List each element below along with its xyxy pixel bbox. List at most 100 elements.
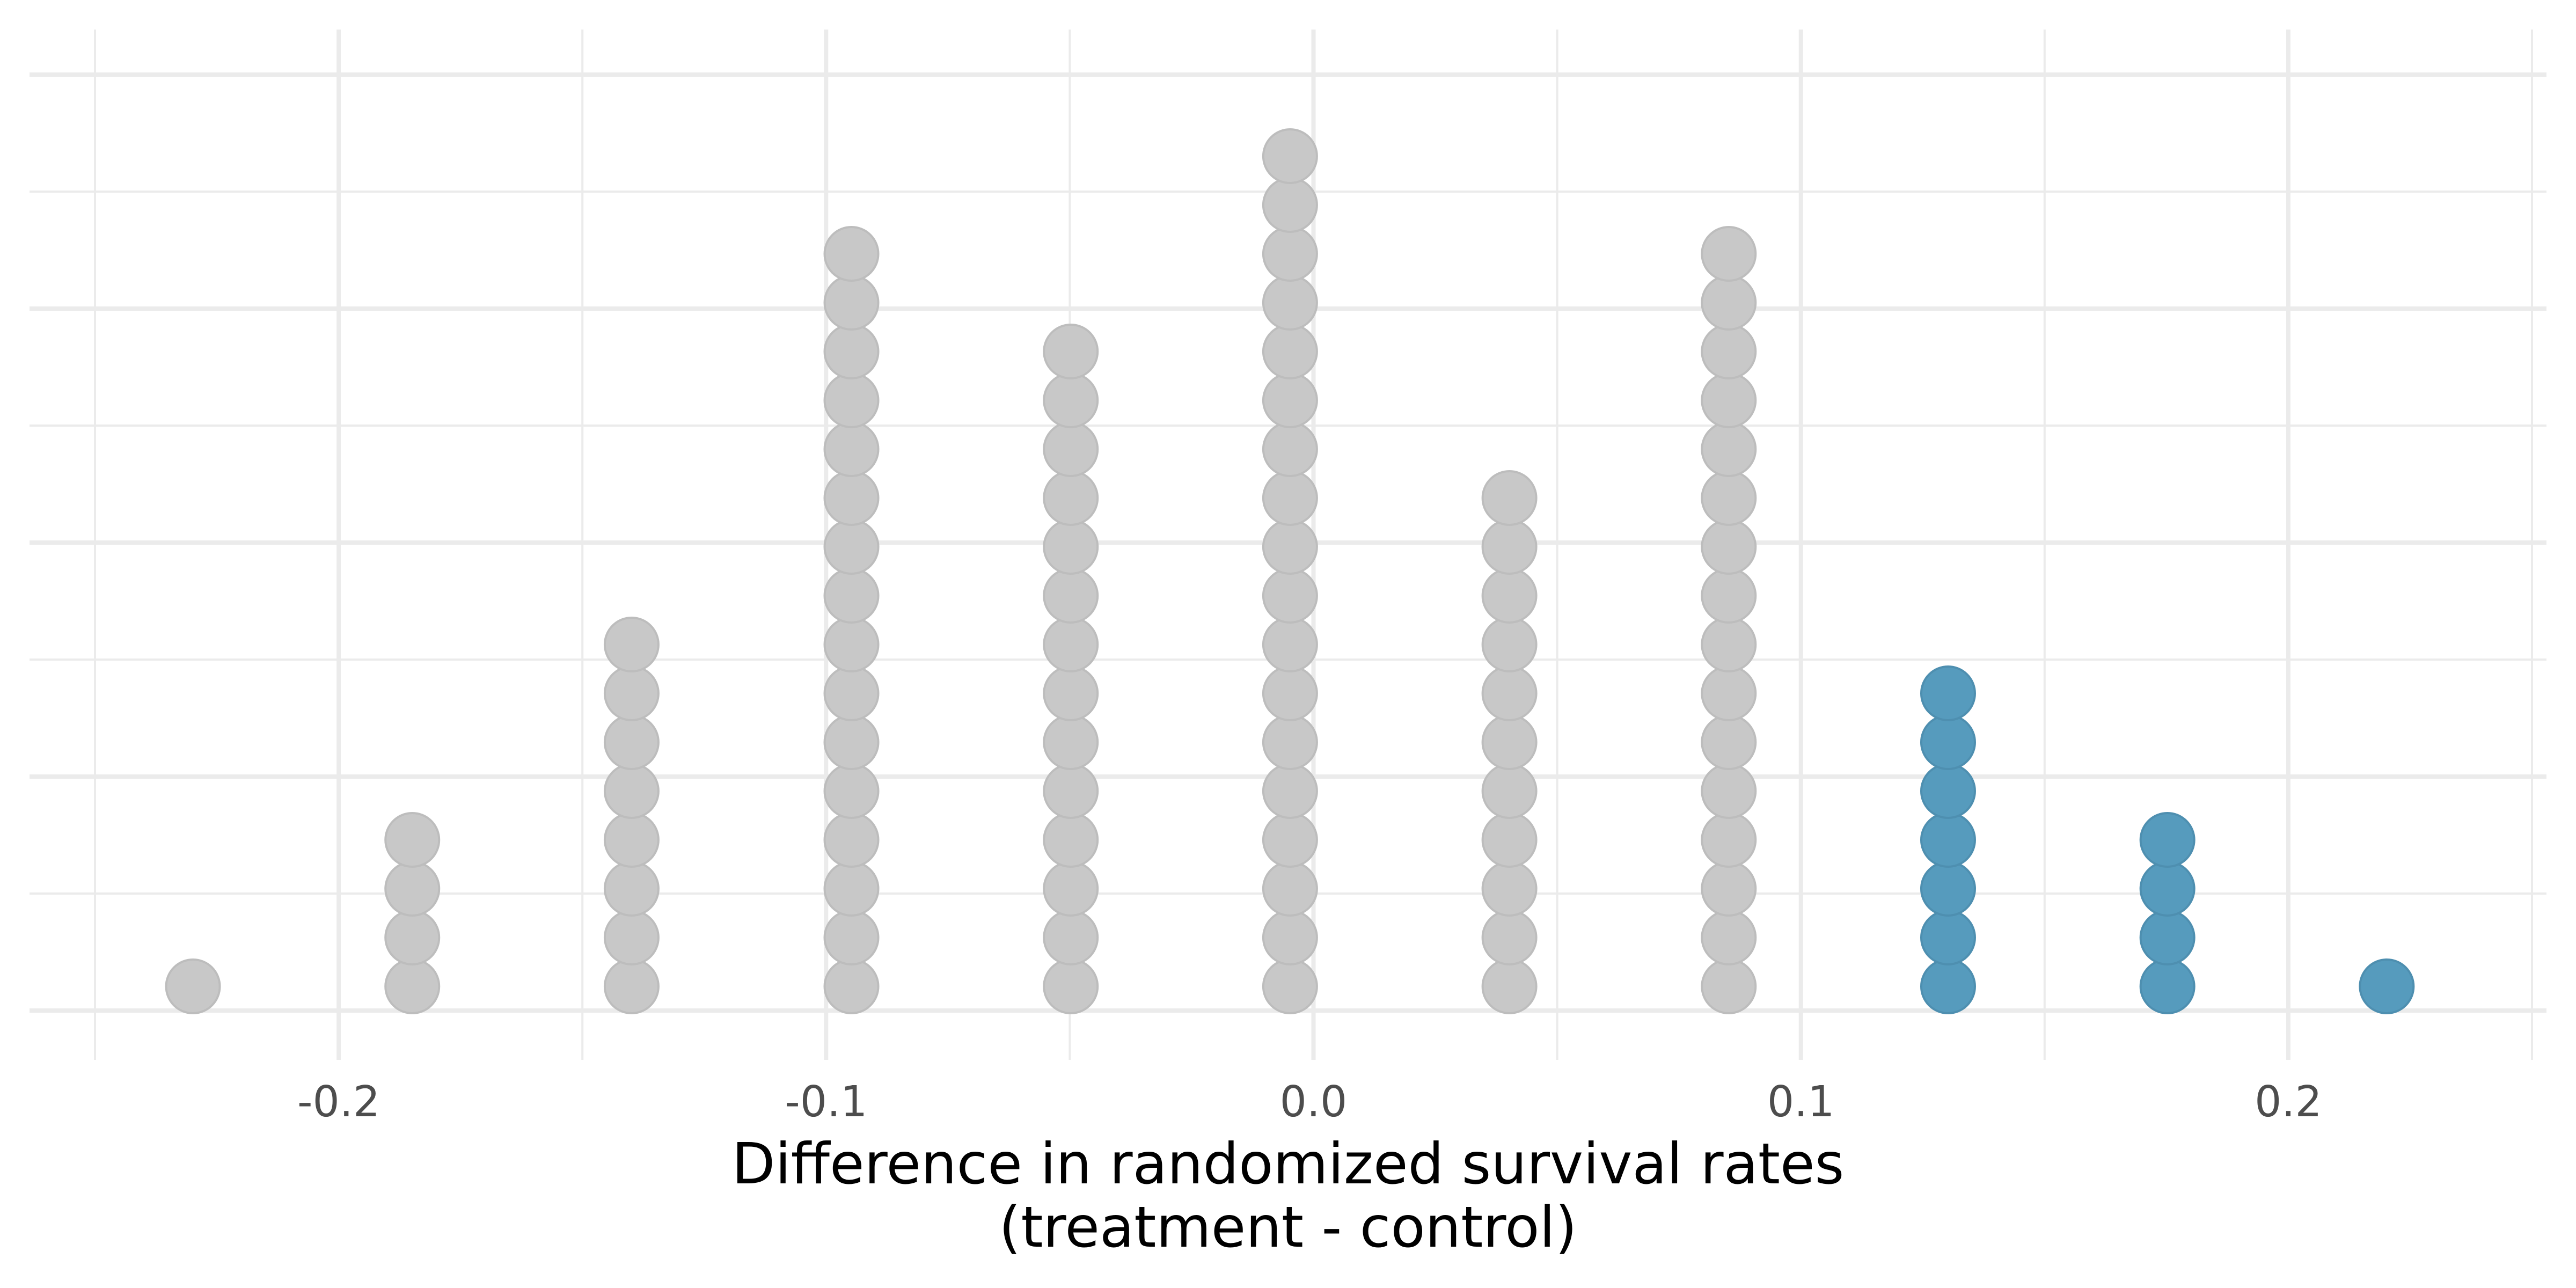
x-tick-label: 0.2 <box>2255 1077 2322 1126</box>
data-dot <box>823 617 880 672</box>
data-dot <box>165 958 221 1014</box>
data-dot <box>1262 421 1318 477</box>
data-dot <box>1701 861 1757 917</box>
data-dot <box>1481 958 1538 1014</box>
data-dot <box>1262 665 1318 721</box>
data-dot <box>1043 519 1099 575</box>
data-dot <box>1262 128 1318 184</box>
data-dot-highlighted <box>2139 861 2196 917</box>
data-dot <box>1481 861 1538 917</box>
data-dot <box>1481 519 1538 575</box>
data-dot <box>1262 763 1318 819</box>
data-dot <box>823 324 880 379</box>
data-dot <box>1701 763 1757 819</box>
data-dot <box>1262 177 1318 233</box>
data-dot-highlighted <box>2359 958 2415 1014</box>
data-dot <box>823 958 880 1014</box>
x-tick-label: -0.2 <box>297 1077 380 1126</box>
data-dot <box>1043 812 1099 868</box>
data-dot <box>1262 910 1318 965</box>
x-tick-label: -0.1 <box>785 1077 867 1126</box>
data-dot-highlighted <box>1920 812 1976 868</box>
data-dot <box>603 763 660 819</box>
data-dot <box>384 958 441 1014</box>
data-dot <box>1701 568 1757 624</box>
data-dot <box>384 812 441 868</box>
data-dot <box>603 812 660 868</box>
data-dot-highlighted <box>1920 861 1976 917</box>
data-dot <box>1701 910 1757 965</box>
data-dot <box>823 421 880 477</box>
data-dot <box>823 812 880 868</box>
x-tick-label: 0.0 <box>1280 1077 1348 1126</box>
data-dot <box>1701 372 1757 428</box>
data-dot <box>823 568 880 624</box>
data-dot <box>1043 324 1099 379</box>
data-dot <box>1701 226 1757 282</box>
data-dot-highlighted <box>1920 665 1976 721</box>
data-dot <box>1701 714 1757 770</box>
data-dot <box>823 763 880 819</box>
data-dot <box>823 714 880 770</box>
data-dot <box>603 617 660 672</box>
data-dot <box>1701 617 1757 672</box>
data-dot-highlighted <box>2139 958 2196 1014</box>
data-dot <box>823 275 880 331</box>
x-tick-labels: -0.2 -0.1 0.0 0.1 0.2 <box>297 1077 2322 1126</box>
data-dot <box>1262 470 1318 526</box>
data-dot <box>1481 470 1538 526</box>
data-dot <box>823 665 880 721</box>
data-dot <box>1701 324 1757 379</box>
data-dot <box>1262 324 1318 379</box>
data-dot <box>1701 275 1757 331</box>
data-dot <box>603 958 660 1014</box>
data-dot <box>1481 763 1538 819</box>
data-dot-highlighted <box>1920 958 1976 1014</box>
data-dot <box>1701 519 1757 575</box>
data-dot-highlighted <box>2139 812 2196 868</box>
data-dot-highlighted <box>1920 910 1976 965</box>
data-dots <box>165 128 2415 1014</box>
data-dot <box>1262 958 1318 1014</box>
data-dot <box>603 665 660 721</box>
x-axis-title-line2: (treatment - control) <box>999 1195 1577 1260</box>
data-dot <box>384 910 441 965</box>
data-dot <box>384 861 441 917</box>
data-dot <box>1262 568 1318 624</box>
data-dot <box>1262 372 1318 428</box>
data-dot <box>1481 617 1538 672</box>
data-dot-highlighted <box>1920 763 1976 819</box>
x-tick-label: 0.1 <box>1767 1077 1835 1126</box>
data-dot <box>1701 421 1757 477</box>
data-dot <box>603 910 660 965</box>
data-dot <box>1701 958 1757 1014</box>
data-dot <box>1043 568 1099 624</box>
data-dot <box>1043 714 1099 770</box>
data-dot <box>1043 861 1099 917</box>
data-dot <box>1043 763 1099 819</box>
data-dot <box>1043 470 1099 526</box>
data-dot <box>1262 617 1318 672</box>
data-dot-highlighted <box>2139 910 2196 965</box>
data-dot <box>823 372 880 428</box>
data-dot <box>1043 617 1099 672</box>
data-dot <box>823 910 880 965</box>
data-dot <box>823 861 880 917</box>
data-dot <box>1262 812 1318 868</box>
data-dot <box>1481 714 1538 770</box>
data-dot <box>1043 958 1099 1014</box>
data-dot <box>1481 812 1538 868</box>
data-dot <box>1701 812 1757 868</box>
data-dot <box>1043 372 1099 428</box>
data-dot <box>1043 665 1099 721</box>
data-dot-highlighted <box>1920 714 1976 770</box>
data-dot <box>1481 568 1538 624</box>
data-dot <box>1262 275 1318 331</box>
data-dot <box>1481 665 1538 721</box>
data-dot <box>1262 226 1318 282</box>
data-dot <box>1481 910 1538 965</box>
data-dot <box>823 226 880 282</box>
data-dot <box>1262 519 1318 575</box>
